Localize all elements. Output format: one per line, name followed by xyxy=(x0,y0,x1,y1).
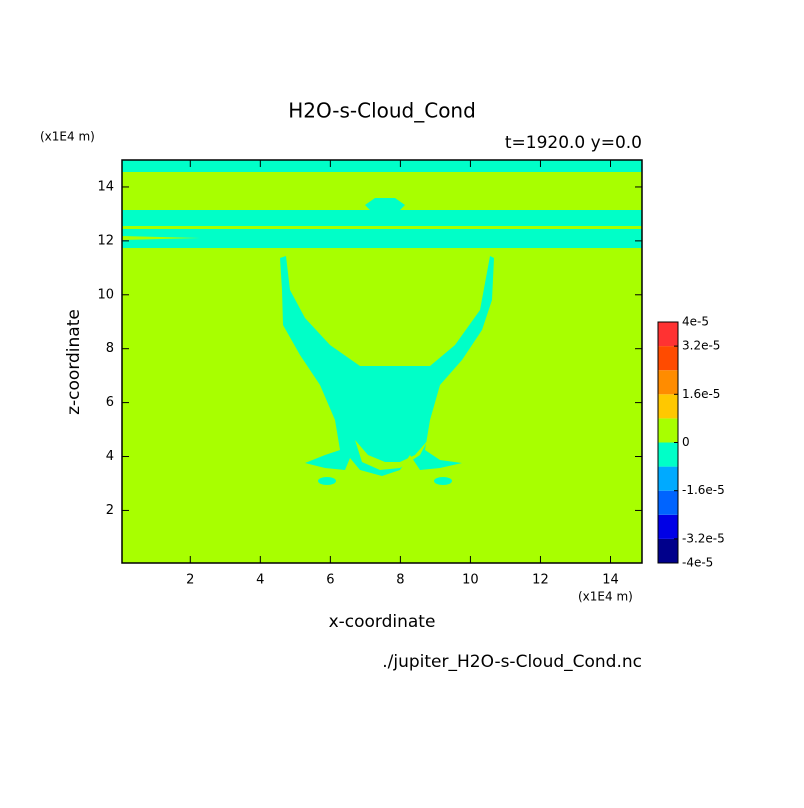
x-unit: (x1E4 m) xyxy=(578,590,633,604)
colorbar-tick-label: -3.2e-5 xyxy=(682,531,725,545)
y-tick-label: 14 xyxy=(97,179,114,194)
field-background xyxy=(122,160,642,563)
footer: ./jupiter_H2O-s-Cloud_Cond.nc xyxy=(382,652,642,672)
colorbar-bin xyxy=(658,490,678,515)
x-tick-label: 4 xyxy=(256,573,264,588)
x-tick-label: 14 xyxy=(602,573,619,588)
chart-subtitle: t=1920.0 y=0.0 xyxy=(505,133,642,153)
x-tick-label: 6 xyxy=(326,573,334,588)
field-region xyxy=(122,210,642,226)
colorbar-tick-label: -1.6e-5 xyxy=(682,483,725,497)
field xyxy=(122,160,642,563)
colorbar-bin xyxy=(658,370,678,395)
colorbar-tick-label: 3.2e-5 xyxy=(682,339,720,353)
x-tick-label: 12 xyxy=(532,573,549,588)
colorbar-tick-label: 4e-5 xyxy=(682,315,709,329)
colorbar-bin xyxy=(658,418,678,443)
x-tick-label: 8 xyxy=(396,573,404,588)
field-region xyxy=(434,477,452,485)
field-region xyxy=(318,477,336,485)
field-region xyxy=(122,160,642,172)
colorbar-tick-label: 0 xyxy=(682,435,690,449)
x-axis-label: x-coordinate xyxy=(329,612,436,632)
y-tick-label: 12 xyxy=(97,233,114,248)
colorbar-tick-label: -4e-5 xyxy=(682,556,713,570)
colorbar-bin xyxy=(658,538,678,563)
field-region xyxy=(122,229,642,248)
y-tick-label: 10 xyxy=(97,287,114,302)
y-tick-label: 8 xyxy=(106,341,114,356)
field-region xyxy=(280,256,494,476)
y-axis-label: z-coordinate xyxy=(64,309,84,415)
y-tick-label: 6 xyxy=(106,395,114,410)
field-region xyxy=(355,440,428,470)
colorbar-bin xyxy=(658,466,678,491)
plot-frame xyxy=(121,159,643,564)
chart-title: H2O-s-Cloud_Cond xyxy=(288,99,476,123)
colorbar-bin xyxy=(658,394,678,419)
colorbar-bin xyxy=(658,346,678,371)
y-tick-label: 4 xyxy=(106,449,114,464)
colorbar-bin xyxy=(658,514,678,539)
y-tick-label: 2 xyxy=(106,503,114,518)
x-tick-label: 10 xyxy=(462,573,479,588)
colorbar-bin xyxy=(658,322,678,347)
x-tick-label: 2 xyxy=(186,573,194,588)
colorbar-tick-label: 1.6e-5 xyxy=(682,387,720,401)
y-unit: (x1E4 m) xyxy=(40,130,95,144)
colorbar-bin xyxy=(658,442,678,467)
field-region xyxy=(365,198,405,210)
